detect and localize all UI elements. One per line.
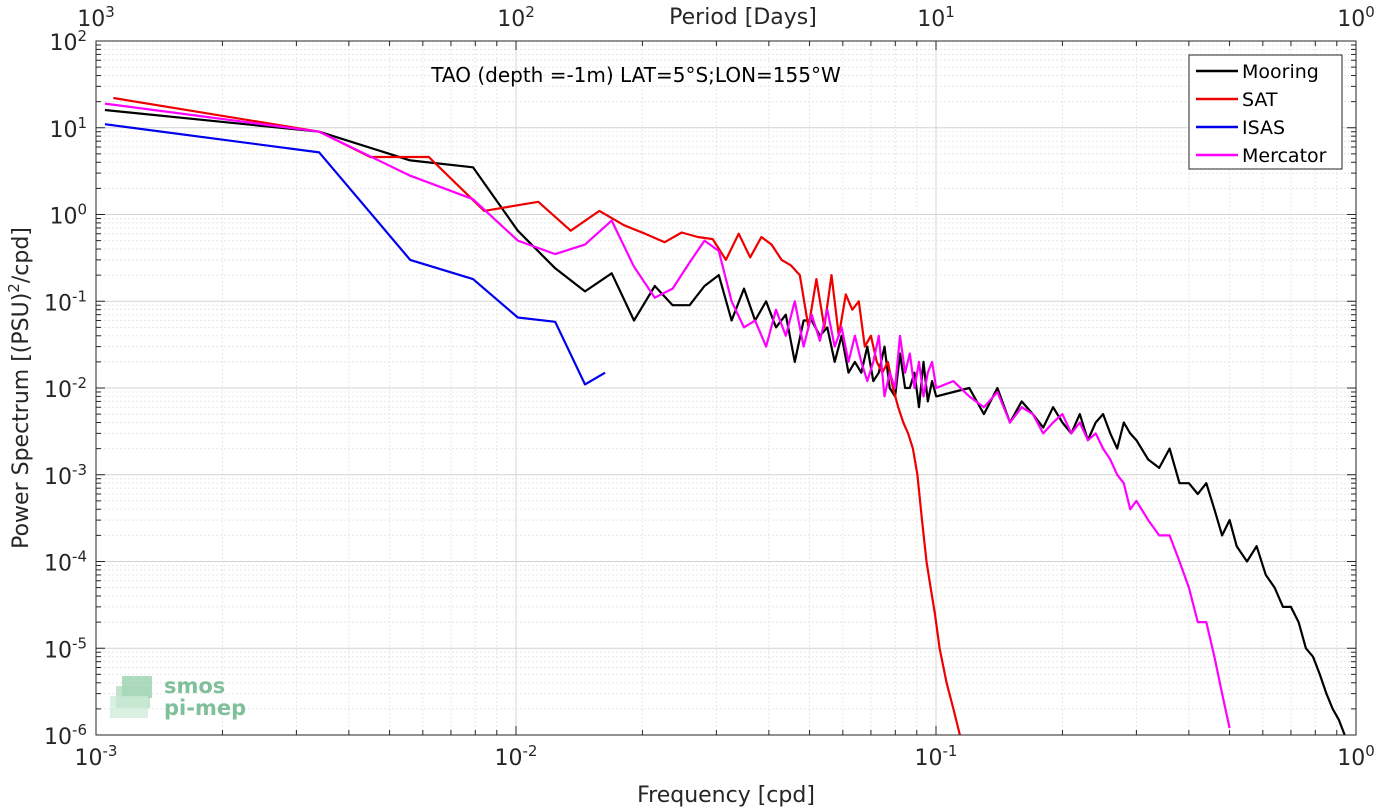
tick-marks (95, 40, 1357, 736)
series-line-mooring (104, 108, 1346, 735)
y-tick-label: 10-6 (44, 721, 87, 750)
top-x-axis-label: Period [Days] (669, 5, 817, 30)
legend-label-isas: ISAS (1242, 117, 1285, 139)
legend-label-mooring: Mooring (1242, 61, 1319, 83)
x-tick-label: 10-3 (75, 742, 118, 771)
y-tick-label: 10-2 (44, 374, 87, 403)
series-line-isas (104, 123, 606, 386)
y-tick-label: 10-3 (44, 461, 87, 490)
top-x-tick-label: 101 (917, 3, 955, 32)
top-x-tick-label: 100 (1337, 3, 1375, 32)
y-tick-label: 101 (49, 114, 87, 143)
series-line-sat (113, 96, 961, 735)
logo-text-pi-mep: pi-mep (164, 696, 246, 720)
x-tick-label: 100 (1337, 742, 1375, 771)
legend-box (1188, 54, 1343, 170)
legend-label-mercator: Mercator (1242, 145, 1327, 167)
smos-pi-mep-logo: smos pi-mep (110, 674, 246, 720)
y-tick-label: 102 (49, 27, 87, 56)
y-tick-label: 10-1 (44, 287, 87, 316)
x-axis-label: Frequency [cpd] (637, 783, 815, 808)
y-tick-label: 10-5 (44, 634, 87, 663)
y-axis-label: Power Spectrum [(PSU)2/cpd] (5, 227, 34, 549)
x-tick-label: 10-1 (915, 742, 958, 771)
y-tick-label: 10-4 (44, 548, 87, 577)
y-tick-label: 100 (49, 201, 87, 230)
legend-label-sat: SAT (1242, 89, 1278, 111)
x-tick-label: 10-2 (495, 742, 538, 771)
series-line-mercator (104, 102, 1231, 729)
top-x-tick-label: 103 (77, 3, 115, 32)
chart-title: TAO (depth =-1m) LAT=5°S;LON=155°W (430, 63, 841, 87)
top-x-tick-label: 102 (497, 3, 535, 32)
logo-text-smos: smos (164, 674, 225, 698)
grid-lines (95, 41, 1356, 736)
series-lines (104, 96, 1346, 735)
legend: Mooring SAT ISAS Mercator (1188, 54, 1343, 170)
